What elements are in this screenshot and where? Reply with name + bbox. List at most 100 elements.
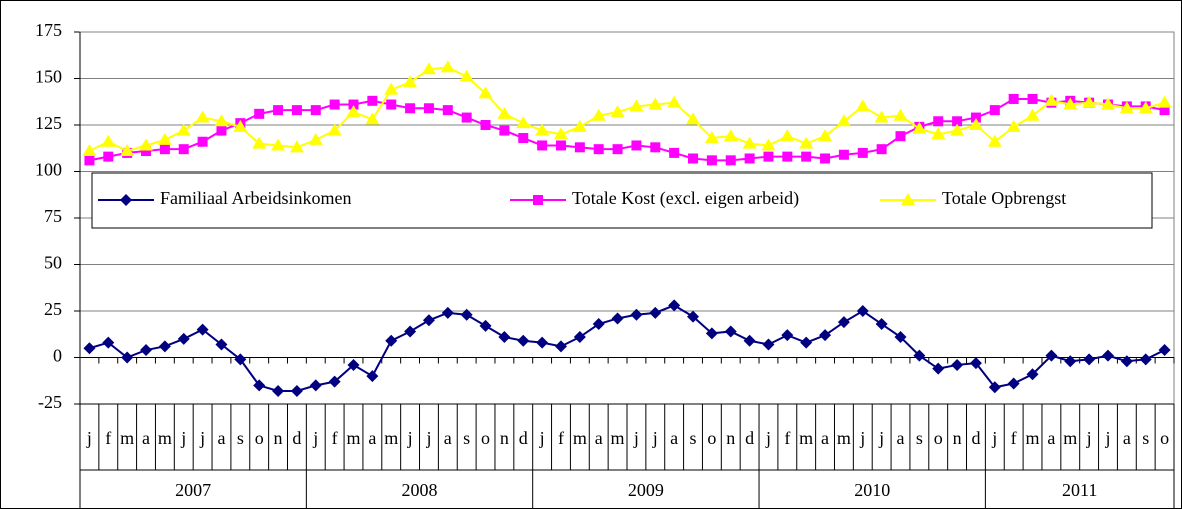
data-point bbox=[216, 125, 227, 136]
x-tick-label: j bbox=[633, 428, 639, 448]
x-tick-label: j bbox=[859, 428, 865, 448]
data-point bbox=[273, 105, 284, 116]
data-point bbox=[271, 138, 286, 151]
x-tick-label: a bbox=[444, 428, 452, 448]
data-point bbox=[952, 116, 963, 127]
data-point bbox=[1138, 101, 1153, 114]
data-point bbox=[386, 99, 397, 110]
data-point bbox=[950, 123, 965, 136]
year-label: 2009 bbox=[628, 480, 664, 500]
x-tick-label: a bbox=[821, 428, 829, 448]
x-tick-label: o bbox=[1160, 428, 1169, 448]
data-point bbox=[951, 358, 964, 371]
data-point bbox=[440, 60, 455, 73]
y-tick-label: 150 bbox=[35, 67, 62, 87]
x-tick-label: s bbox=[916, 428, 923, 448]
data-point bbox=[761, 138, 776, 151]
data-point bbox=[121, 351, 134, 364]
data-point bbox=[535, 123, 550, 136]
data-point bbox=[649, 306, 662, 319]
data-point bbox=[762, 338, 775, 351]
x-tick-label: d bbox=[519, 428, 528, 448]
series-line bbox=[89, 97, 1165, 162]
data-point bbox=[1159, 105, 1170, 116]
data-point bbox=[669, 147, 680, 158]
data-point bbox=[573, 331, 586, 344]
data-point bbox=[178, 144, 189, 155]
x-tick-label: n bbox=[500, 428, 509, 448]
data-point bbox=[667, 95, 682, 108]
data-point bbox=[591, 108, 606, 121]
x-tick-label: j bbox=[86, 428, 92, 448]
x-tick-label: s bbox=[690, 428, 697, 448]
data-point bbox=[1026, 368, 1039, 381]
data-point bbox=[254, 108, 265, 119]
data-point bbox=[932, 362, 945, 375]
data-point bbox=[290, 384, 303, 397]
y-tick-label: 100 bbox=[35, 160, 62, 180]
data-point bbox=[1083, 353, 1096, 366]
x-tick-label: f bbox=[105, 428, 111, 448]
x-tick-label: f bbox=[1011, 428, 1017, 448]
data-point bbox=[706, 155, 717, 166]
y-tick-label: 0 bbox=[53, 346, 62, 366]
data-point bbox=[537, 140, 548, 151]
legend-box bbox=[91, 172, 1153, 229]
year-label: 2008 bbox=[402, 480, 438, 500]
data-point bbox=[533, 195, 543, 205]
data-point bbox=[1082, 95, 1097, 108]
y-tick-label: 50 bbox=[44, 253, 62, 273]
data-point bbox=[1139, 353, 1152, 366]
legend-label: Totale Kost (excl. eigen arbeid) bbox=[572, 188, 799, 209]
data-point bbox=[725, 155, 736, 166]
data-point bbox=[553, 127, 568, 140]
data-point bbox=[686, 112, 701, 125]
data-point bbox=[743, 334, 756, 347]
data-point bbox=[120, 194, 132, 206]
x-tick-label: s bbox=[463, 428, 470, 448]
x-tick-label: m bbox=[611, 428, 625, 448]
data-point bbox=[498, 331, 511, 344]
data-point bbox=[347, 358, 360, 371]
data-point bbox=[195, 110, 210, 123]
data-point bbox=[1157, 95, 1172, 108]
x-tick-label: o bbox=[481, 428, 490, 448]
data-point bbox=[1100, 97, 1115, 110]
x-tick-label: m bbox=[1026, 428, 1040, 448]
data-point bbox=[1027, 93, 1038, 104]
data-point bbox=[459, 69, 474, 82]
data-point bbox=[499, 125, 510, 136]
x-tick-label: j bbox=[199, 428, 205, 448]
data-point bbox=[308, 132, 323, 145]
data-point bbox=[630, 308, 643, 321]
y-tick-label: 125 bbox=[35, 113, 62, 133]
data-point bbox=[461, 112, 472, 123]
data-point bbox=[159, 144, 170, 155]
x-tick-label: a bbox=[1123, 428, 1131, 448]
x-tick-label: j bbox=[991, 428, 997, 448]
data-point bbox=[139, 138, 154, 151]
x-tick-label: m bbox=[1063, 428, 1077, 448]
data-point bbox=[724, 325, 737, 338]
data-point bbox=[328, 375, 341, 388]
data-point bbox=[252, 136, 267, 149]
x-tick-label: j bbox=[1104, 428, 1110, 448]
x-tick-label: f bbox=[784, 428, 790, 448]
data-point bbox=[421, 62, 436, 75]
data-point bbox=[120, 144, 135, 157]
x-tick-label: a bbox=[897, 428, 905, 448]
data-point bbox=[1025, 108, 1040, 121]
data-point bbox=[460, 308, 473, 321]
data-point bbox=[989, 105, 1000, 116]
data-point bbox=[931, 127, 946, 140]
data-point bbox=[516, 116, 531, 129]
data-point bbox=[705, 327, 718, 340]
data-point bbox=[197, 136, 208, 147]
data-point bbox=[612, 144, 623, 155]
data-point bbox=[988, 381, 1001, 394]
data-point bbox=[478, 86, 493, 99]
data-point bbox=[385, 334, 398, 347]
x-tick-label: m bbox=[837, 428, 851, 448]
x-tick-label: d bbox=[971, 428, 980, 448]
